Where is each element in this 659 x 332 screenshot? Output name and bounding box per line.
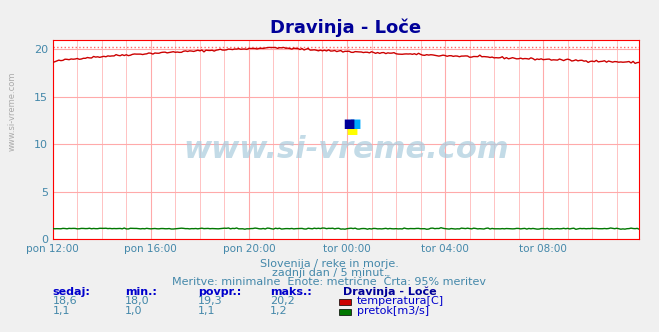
Text: 1,1: 1,1 [53, 306, 71, 316]
Text: ▪: ▪ [345, 120, 358, 139]
Text: ▪: ▪ [342, 114, 356, 133]
Text: Dravinja - Loče: Dravinja - Loče [343, 287, 436, 297]
Text: 1,1: 1,1 [198, 306, 215, 316]
Text: zadnji dan / 5 minut.: zadnji dan / 5 minut. [272, 268, 387, 278]
Text: povpr.:: povpr.: [198, 288, 241, 297]
Text: Meritve: minimalne  Enote: metrične  Črta: 95% meritev: Meritve: minimalne Enote: metrične Črta:… [173, 277, 486, 287]
Text: ▪: ▪ [348, 114, 361, 133]
Text: 1,0: 1,0 [125, 306, 143, 316]
Text: temperatura[C]: temperatura[C] [357, 296, 444, 306]
Text: maks.:: maks.: [270, 288, 312, 297]
Text: 20,2: 20,2 [270, 296, 295, 306]
Text: min.:: min.: [125, 288, 157, 297]
Text: www.si-vreme.com: www.si-vreme.com [8, 72, 17, 151]
Text: 18,0: 18,0 [125, 296, 150, 306]
Text: sedaj:: sedaj: [53, 288, 90, 297]
Text: 18,6: 18,6 [53, 296, 77, 306]
Text: 19,3: 19,3 [198, 296, 222, 306]
Text: pretok[m3/s]: pretok[m3/s] [357, 306, 429, 316]
Title: Dravinja - Loče: Dravinja - Loče [270, 18, 422, 37]
Text: Slovenija / reke in morje.: Slovenija / reke in morje. [260, 259, 399, 269]
Text: 1,2: 1,2 [270, 306, 288, 316]
Text: www.si-vreme.com: www.si-vreme.com [183, 135, 509, 164]
